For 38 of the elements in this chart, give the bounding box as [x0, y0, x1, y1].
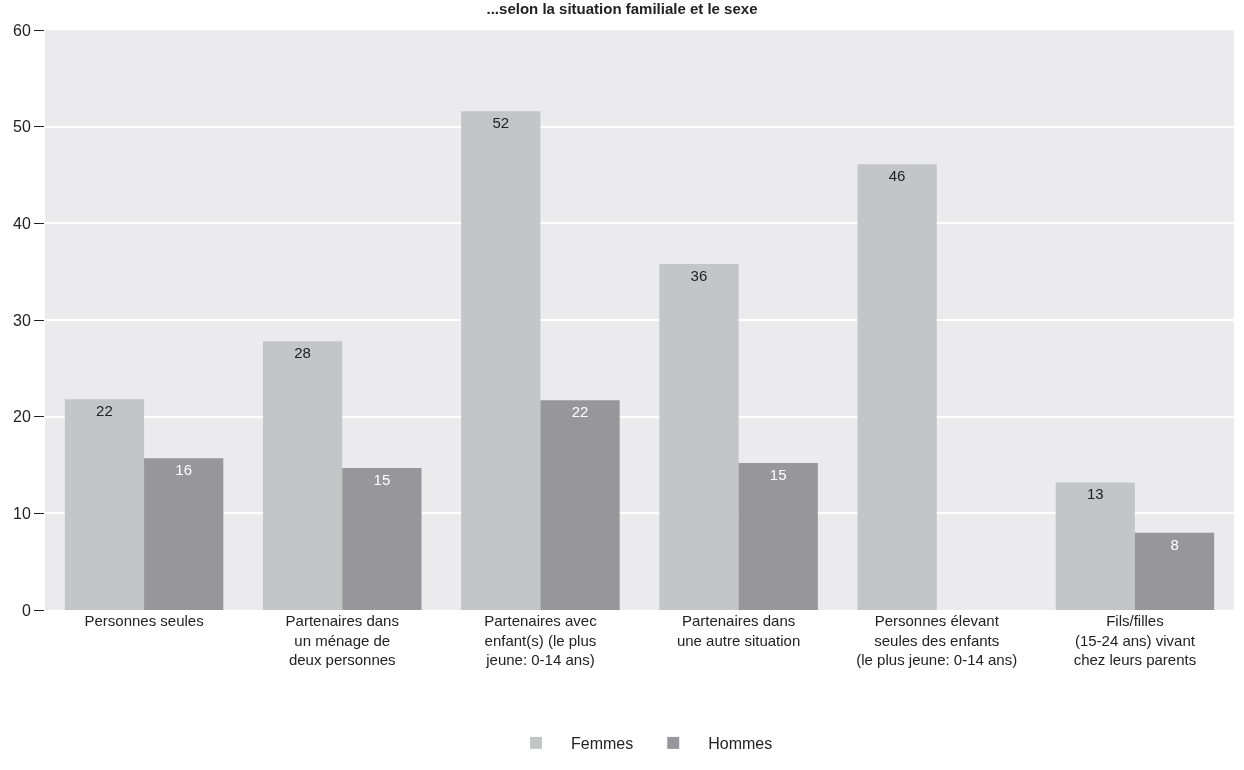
- data-label: 52: [492, 114, 510, 132]
- bar: [1055, 482, 1135, 610]
- x-tick-label: Fils/filles (15-24 ans) vivant chez leurs parents: [1073, 612, 1197, 668]
- x-tick-label: Personnes seules: [84, 612, 204, 629]
- bar: [659, 263, 739, 610]
- bar: [461, 111, 541, 610]
- y-tick-label: 0: [21, 601, 31, 619]
- bar: [64, 399, 145, 610]
- bar: [1134, 532, 1215, 610]
- bar: [738, 463, 818, 610]
- y-tick-label: 10: [13, 504, 31, 522]
- data-label: 28: [294, 344, 311, 362]
- y-tick-label: 50: [13, 118, 31, 136]
- bar: [144, 458, 224, 610]
- x-tick-label: Partenaires dans une autre situation: [676, 612, 801, 649]
- data-label: 22: [96, 402, 113, 420]
- bar: [262, 341, 343, 610]
- data-label: 16: [175, 461, 193, 479]
- y-tick-label: 60: [13, 21, 31, 39]
- legend-label: Femmes: [571, 735, 634, 753]
- y-tick-label: 40: [13, 214, 31, 232]
- x-tick-label: Partenaires avec enfant(s) (le plus jeune: 0-14 ans): [484, 612, 598, 668]
- data-label: 15: [769, 466, 787, 484]
- y-tick-label: 20: [13, 408, 31, 426]
- x-tick-label: Partenaires dans un ménage de deux personnes: [285, 612, 399, 668]
- bar: [342, 467, 422, 610]
- data-label: 36: [690, 266, 708, 284]
- data-label: 15: [373, 470, 391, 488]
- legend-label: Hommes: [708, 735, 773, 753]
- bar: [540, 400, 620, 610]
- data-label: 22: [571, 403, 589, 421]
- data-label: 13: [1086, 485, 1104, 503]
- y-tick-label: 30: [13, 311, 31, 329]
- bar: [857, 164, 937, 610]
- data-label: 46: [888, 167, 906, 185]
- chart-title: ...selon la situation familiale et le sexe: [486, 0, 758, 18]
- data-label: 8: [1170, 535, 1179, 553]
- x-tick-label: Personnes élevant seules des enfants (le plus jeune: 0-14 ans): [856, 612, 1018, 668]
